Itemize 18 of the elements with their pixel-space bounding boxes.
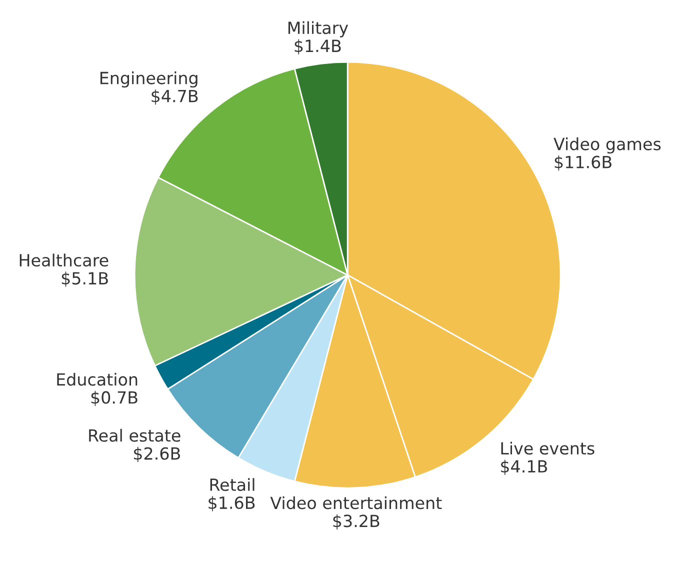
data-label: $11.6B (554, 155, 612, 171)
data-label: $1.6B (208, 496, 255, 512)
slice-label: Healthcare (20, 254, 108, 267)
slice-label: Engineering (100, 71, 198, 88)
data-label: $5.1B (62, 272, 108, 287)
data-label: $0.7B (91, 390, 138, 406)
slice-label: Retail (210, 478, 254, 492)
slice-label: Real estate (89, 428, 180, 442)
data-label: $1.4B (294, 39, 341, 54)
slice-label: Live events (501, 442, 594, 455)
data-label: $3.2B (333, 514, 380, 530)
slice-label: Video entertainment (270, 496, 442, 510)
slice-label: Military (288, 21, 348, 38)
data-label: $4.1B (501, 460, 548, 475)
slice-label: Video games (554, 137, 661, 154)
slice-label: Education (57, 372, 138, 386)
data-label: $4.7B (152, 89, 198, 105)
data-label: $2.6B (134, 446, 180, 462)
